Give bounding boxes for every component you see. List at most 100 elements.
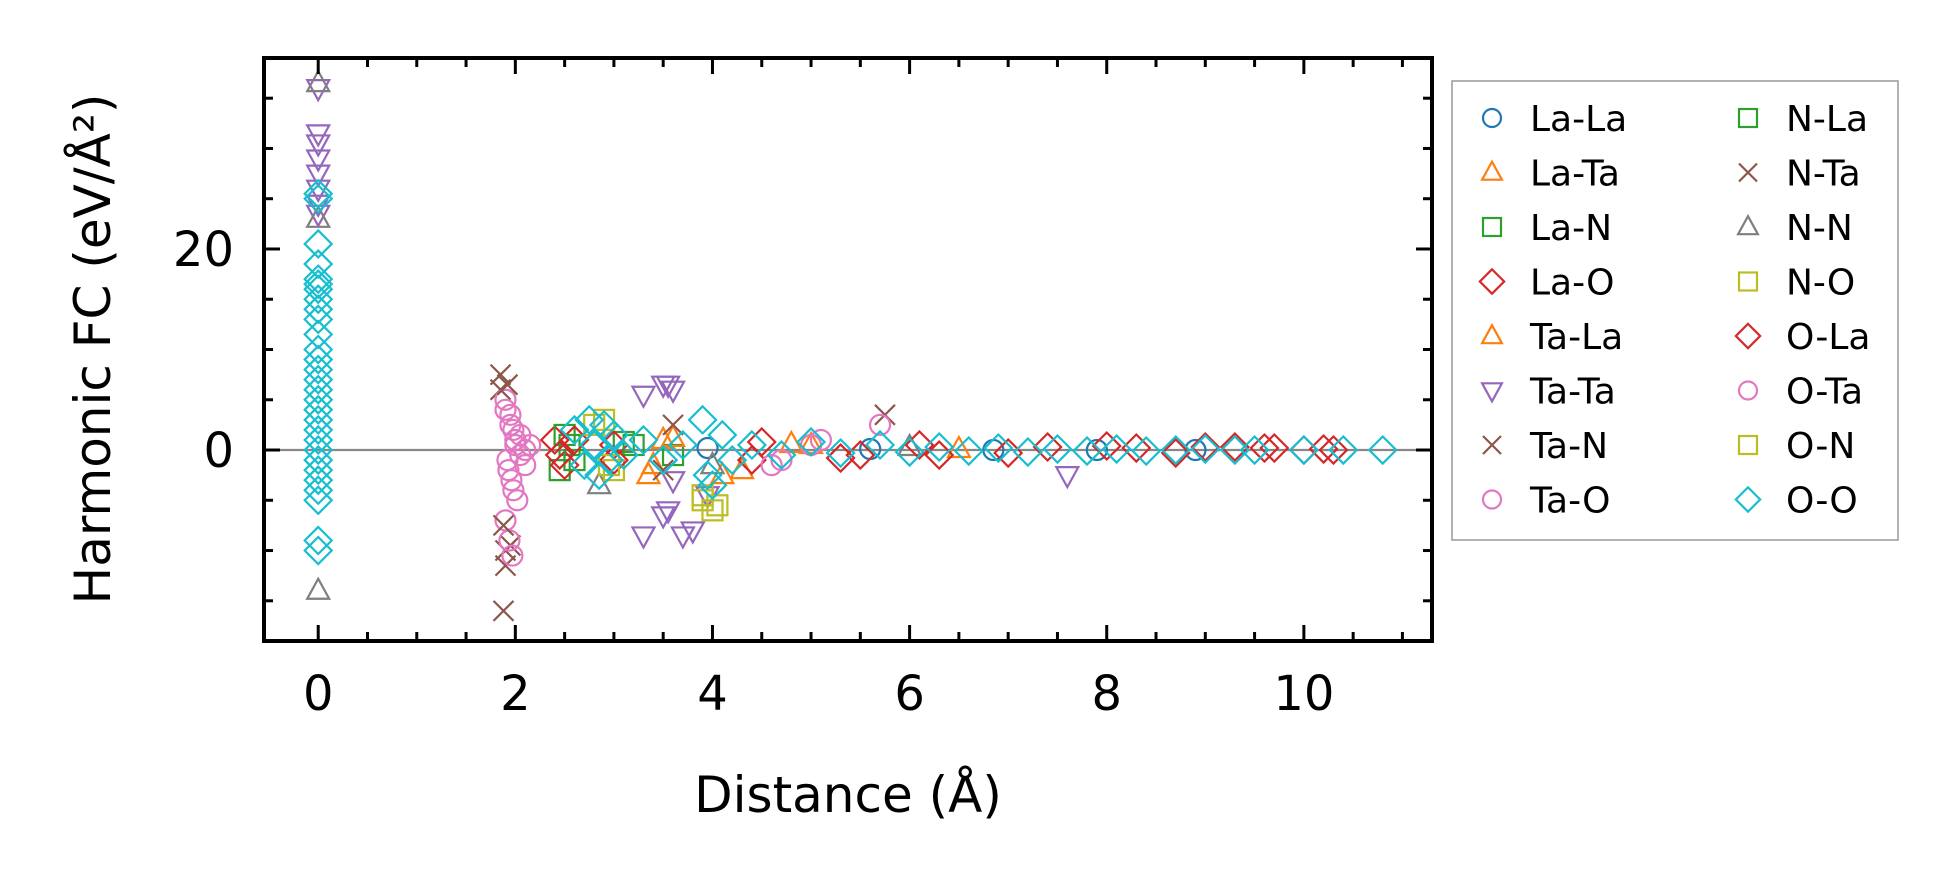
point-o-o <box>303 384 334 415</box>
legend: La-La La-Ta La-N La-O Ta-La Ta-Ta Ta-N Ta-O N-La… <box>1451 80 1899 541</box>
x-axis-title: Distance (Å) <box>694 766 1002 824</box>
point-o-la <box>746 426 777 458</box>
x-tick-label: 6 <box>894 666 925 722</box>
legend-item-o-n: O-N <box>1737 426 1855 467</box>
point-o-o <box>303 394 334 425</box>
y-axis-title: Harmonic FC (eV/Å²) <box>64 94 122 605</box>
point-o-o <box>598 419 629 450</box>
point-o-o <box>667 429 698 461</box>
point-o-o <box>559 414 590 445</box>
point-ta-ta <box>305 164 332 188</box>
point-la-ta <box>798 430 824 455</box>
point-ta-ta <box>305 149 332 173</box>
point-la-la <box>696 436 719 460</box>
point-o-o <box>736 429 767 461</box>
point-ta-o <box>501 544 524 567</box>
legend-marker-la-o <box>1478 267 1506 296</box>
point-la-o <box>1032 431 1063 463</box>
point-o-o <box>303 264 334 295</box>
point-ta-ta <box>679 521 706 545</box>
point-ta-o <box>502 418 525 442</box>
legend-marker-n-la <box>1737 107 1759 129</box>
point-n-n <box>305 576 332 600</box>
point-ta-o <box>499 403 522 426</box>
legend-item-ta-ta: Ta-Ta <box>1480 372 1616 413</box>
point-o-o <box>648 445 679 476</box>
point-o-o <box>303 294 334 325</box>
legend-label-ta-o: Ta-O <box>1529 481 1610 522</box>
point-n-n <box>305 204 332 228</box>
point-o-o <box>628 424 659 456</box>
point-o-o <box>1071 435 1103 467</box>
legend-label-la-ta: La-Ta <box>1530 154 1620 195</box>
point-o-o <box>303 319 334 350</box>
point-la-o <box>539 424 570 456</box>
point-o-o <box>1367 434 1398 466</box>
point-o-o <box>303 445 334 476</box>
y-tick-label: 20 <box>173 222 234 278</box>
legend-marker-la-n <box>1481 216 1503 238</box>
point-o-o <box>303 475 334 506</box>
point-o-ta <box>502 479 525 502</box>
legend-label-n-la: N-La <box>1786 99 1868 140</box>
point-o-o <box>692 460 723 491</box>
point-o-o <box>825 437 856 469</box>
point-o-o <box>574 404 605 435</box>
x-tick-label: 0 <box>303 666 334 722</box>
point-o-o <box>303 183 334 214</box>
point-o-o <box>953 435 984 467</box>
point-n-ta <box>496 373 519 396</box>
x-tick-label: 8 <box>1091 666 1122 722</box>
point-o-o <box>1288 434 1319 466</box>
point-la-la <box>1085 438 1108 462</box>
point-o-la <box>1091 430 1122 462</box>
point-o-o <box>1239 434 1270 466</box>
point-ta-la <box>660 423 686 448</box>
legend-marker-ta-o <box>1481 489 1503 510</box>
legend-frame <box>1451 80 1899 541</box>
legend-label-ta-ta: Ta-Ta <box>1529 372 1616 413</box>
legend-marker-ta-ta <box>1480 382 1504 404</box>
point-o-o <box>1190 433 1221 465</box>
point-o-o <box>303 424 334 456</box>
point-o-o <box>795 426 827 458</box>
point-ta-ta <box>670 526 696 550</box>
point-o-o <box>608 439 639 471</box>
point-la-o <box>549 450 580 481</box>
point-ta-n <box>492 600 515 622</box>
legend-marker-ta-la <box>1480 322 1504 345</box>
legend-label-n-o: N-O <box>1786 263 1855 304</box>
point-ta-la <box>640 450 667 475</box>
legend-marker-la-ta <box>1480 159 1504 181</box>
point-o-o <box>303 178 334 209</box>
point-o-o <box>303 334 334 365</box>
axes-frame <box>262 56 1434 643</box>
point-la-o <box>1318 434 1349 466</box>
point-o-o <box>303 269 334 300</box>
legend-item-n-ta: N-Ta <box>1738 154 1861 195</box>
legend-label-la-la: La-La <box>1530 99 1627 140</box>
point-o-o <box>303 344 334 375</box>
legend-item-ta-n: Ta-N <box>1482 426 1608 467</box>
point-ta-ta <box>660 471 686 495</box>
point-ta-ta <box>660 380 686 404</box>
point-la-o <box>1219 431 1250 463</box>
x-tick-label: 10 <box>1273 666 1334 722</box>
point-o-o <box>569 450 600 481</box>
y-tick-label: 0 <box>203 423 234 479</box>
legend-item-n-o: N-O <box>1737 263 1855 304</box>
legend-item-n-n: N-N <box>1736 208 1853 249</box>
legend-label-la-n: La-N <box>1530 208 1612 249</box>
point-ta-n <box>652 459 674 481</box>
point-o-o <box>1328 434 1359 466</box>
point-o-o <box>593 445 625 476</box>
legend-item-la-o: La-O <box>1478 263 1614 304</box>
point-o-o <box>303 374 334 405</box>
legend-item-ta-o: Ta-O <box>1481 481 1610 522</box>
point-o-o <box>303 284 334 315</box>
x-tick-label: 2 <box>500 666 531 722</box>
point-o-o <box>303 354 334 385</box>
legend-label-la-o: La-O <box>1530 263 1614 304</box>
point-o-o <box>303 455 334 486</box>
